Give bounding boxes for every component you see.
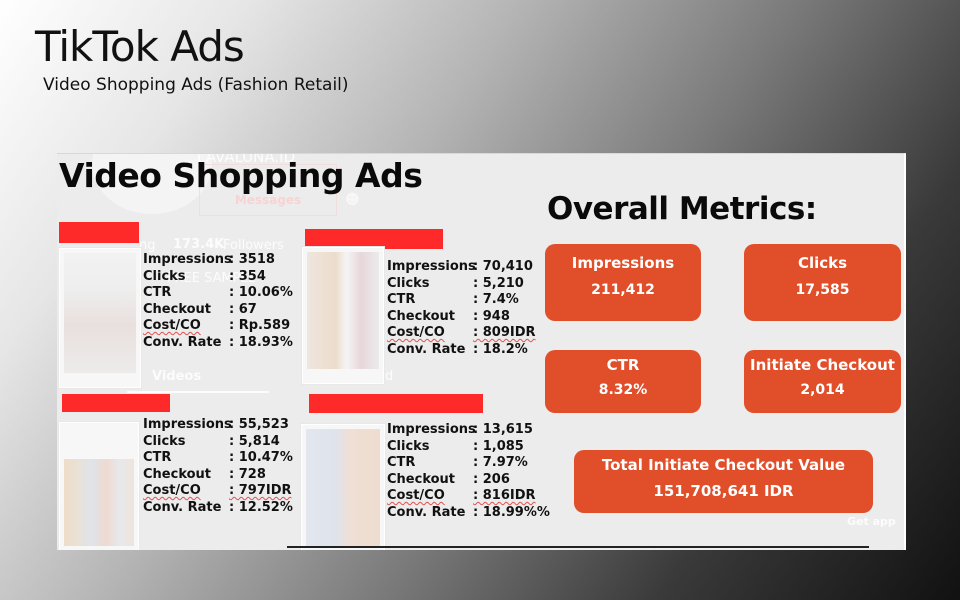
get-app-faded: Get app (847, 515, 896, 528)
page-title: TikTok Ads (35, 22, 245, 71)
stat-row: Clicks: 1,085 (387, 438, 524, 454)
stat-row: CTR: 7.97% (387, 455, 528, 470)
panel-heading: Video Shopping Ads (59, 156, 423, 195)
metric-label: Impressions (571, 254, 675, 272)
stat-row: Conv. Rate: 12.52% (143, 499, 293, 515)
colorful-clothes-image (64, 459, 134, 546)
ad-2-thumbnail[interactable] (302, 247, 384, 384)
metric-card-initiate-checkout: Initiate Checkout 2,014 (744, 350, 901, 413)
messages-button-faded: Messages (199, 164, 337, 216)
stat-row: Cost/CO: 809IDR (387, 325, 536, 340)
ad-2-stats: Impressions: 70,410 Clicks: 5,210 CTR: 7… (387, 259, 536, 358)
following-suffix-faded: ng (139, 238, 156, 253)
videos-tab-underline (127, 391, 269, 393)
stat-row: Checkout: 206 (387, 471, 510, 487)
free-sample-faded: FREE SAMPLE (167, 271, 256, 286)
metric-value: 2,014 (800, 382, 845, 398)
metric-card-total-checkout-value: Total Initiate Checkout Value 151,708,64… (574, 450, 873, 513)
stat-row: Impressions: 3518 (143, 252, 275, 267)
metric-label: Initiate Checkout (750, 356, 895, 374)
stat-row: Clicks: 354 (143, 268, 266, 284)
clothing-rack-image (307, 252, 379, 369)
account-name-faded: LAVALUNA.ID (197, 153, 296, 166)
stat-row: Conv. Rate: 18.2% (387, 341, 528, 357)
stat-row: Cost/CO: Rp.589 (143, 318, 291, 333)
stat-row: Clicks: 5,210 (387, 275, 524, 291)
stat-row: Checkout: 67 (143, 301, 257, 317)
ad-4-label-redacted (309, 394, 483, 413)
metric-label: Total Initiate Checkout Value (601, 456, 846, 474)
metric-value: 17,585 (795, 282, 850, 298)
metric-card-clicks: Clicks 17,585 (744, 244, 901, 321)
metric-label: CTR (606, 356, 640, 374)
followers-label-faded: Followers (223, 238, 284, 253)
overall-metrics-heading: Overall Metrics: (547, 191, 817, 227)
stat-row: Impressions: 70,410 (387, 259, 533, 274)
stat-row: Conv. Rate: 18.93% (143, 334, 293, 350)
followers-count-faded: 173.4K (173, 237, 225, 252)
metric-label: Clicks (797, 254, 848, 272)
stat-row: Checkout: 948 (387, 308, 510, 324)
screenshot-panel: LAVALUNA.ID Messages ☻ ng 173.4K Followe… (57, 153, 906, 550)
ad-1-thumbnail[interactable] (59, 248, 141, 388)
stat-row: CTR: 10.06% (143, 285, 293, 300)
metric-value: 211,412 (591, 282, 655, 298)
ad-4-stats: Impressions: 13,615 Clicks: 1,085 CTR: 7… (387, 422, 550, 521)
stat-row: Clicks: 5,814 (143, 433, 280, 449)
stat-row: Conv. Rate: 18.99%% (387, 504, 550, 520)
stat-row: Impressions: 13,615 (387, 422, 533, 437)
ad-3-thumbnail[interactable] (59, 422, 139, 550)
stat-row: Cost/CO: 797IDR (143, 483, 292, 498)
metric-card-ctr: CTR 8.32% (545, 350, 701, 413)
ad-1-stats: Impressions: 3518 Clicks: 354 CTR: 10.06… (143, 252, 293, 351)
ad-1-label-redacted (59, 222, 139, 243)
stat-row: CTR: 10.47% (143, 450, 293, 465)
liked-suffix-faded: d (385, 369, 394, 384)
metric-value: 151,708,641 IDR (653, 482, 794, 500)
stat-row: Cost/CO: 816IDR (387, 488, 536, 503)
videos-tab-faded: Videos (152, 369, 202, 384)
stat-row: Impressions: 55,523 (143, 417, 289, 432)
hanging-tops-image (306, 429, 380, 548)
metric-card-impressions: Impressions 211,412 (545, 244, 701, 321)
metric-value: 8.32% (598, 382, 648, 398)
page-subtitle: Video Shopping Ads (Fashion Retail) (43, 75, 349, 95)
ad-4-thumbnail[interactable] (301, 424, 385, 550)
progress-bar-line (287, 546, 869, 548)
ad-3-label-redacted (62, 394, 170, 412)
user-icon-faded: ☻ (345, 192, 360, 208)
model-figure-image (64, 253, 136, 373)
ad-3-stats: Impressions: 55,523 Clicks: 5,814 CTR: 1… (143, 417, 293, 516)
ad-2-label-redacted (305, 229, 443, 249)
stat-row: CTR: 7.4% (387, 292, 519, 307)
stat-row: Checkout: 728 (143, 466, 266, 482)
